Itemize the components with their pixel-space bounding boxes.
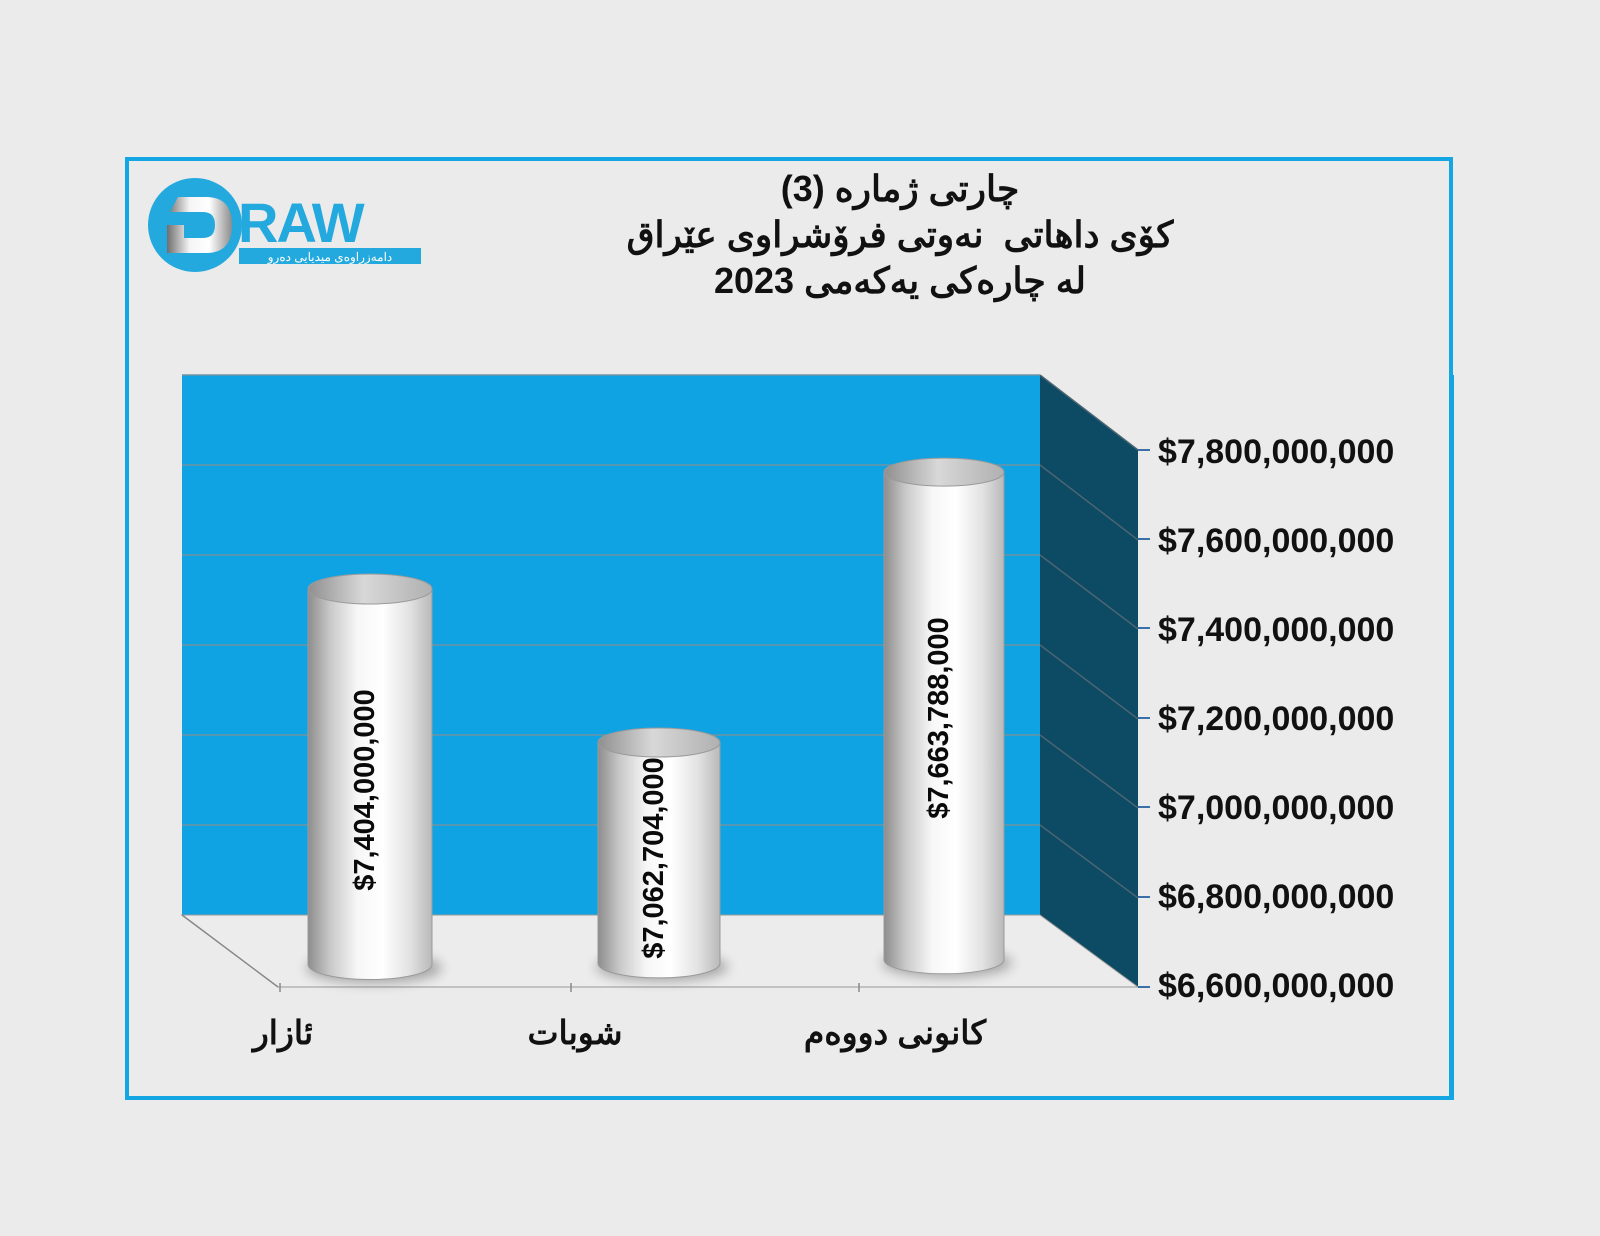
- svg-text:کانونی دووەم: کانونی دووەم: [804, 1014, 987, 1053]
- svg-text:$7,800,000,000: $7,800,000,000: [1158, 433, 1394, 471]
- svg-text:$7,062,704,000: $7,062,704,000: [638, 757, 670, 959]
- svg-text:$6,600,000,000: $6,600,000,000: [1158, 967, 1394, 1005]
- svg-text:$7,400,000,000: $7,400,000,000: [1158, 611, 1394, 649]
- svg-text:ئازار: ئازار: [251, 1014, 313, 1053]
- svg-text:$7,600,000,000: $7,600,000,000: [1158, 522, 1394, 560]
- svg-text:$7,663,788,000: $7,663,788,000: [923, 617, 955, 819]
- svg-text:$7,404,000,000: $7,404,000,000: [349, 689, 381, 891]
- svg-text:$7,000,000,000: $7,000,000,000: [1158, 789, 1394, 827]
- svg-text:شوبات: شوبات: [527, 1014, 622, 1053]
- svg-text:$6,800,000,000: $6,800,000,000: [1158, 878, 1394, 916]
- svg-text:$7,200,000,000: $7,200,000,000: [1158, 700, 1394, 738]
